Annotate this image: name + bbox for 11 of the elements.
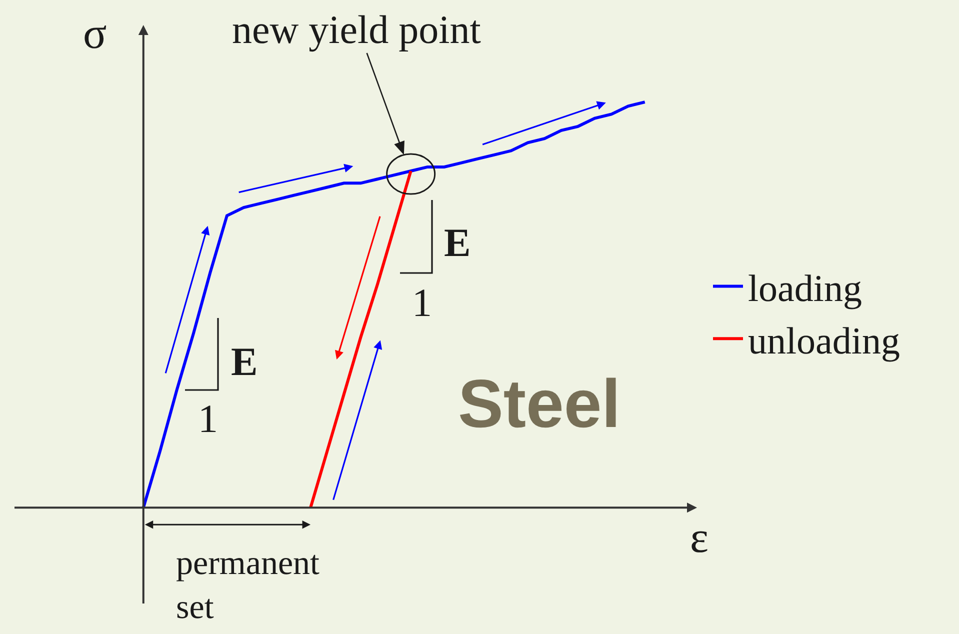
annotation: E (231, 339, 258, 384)
annotation: 1 (412, 280, 432, 325)
legend-label: unloading (748, 320, 900, 362)
annotation: 1 (198, 396, 218, 441)
legend-label: loading (748, 268, 862, 310)
annotation: E (444, 220, 471, 265)
text: new yield point (232, 7, 481, 52)
x-axis-title: ε (690, 513, 708, 562)
y-axis-title: σ (83, 9, 107, 58)
text: permanent set (176, 545, 320, 626)
annotation: Steel (458, 366, 621, 442)
